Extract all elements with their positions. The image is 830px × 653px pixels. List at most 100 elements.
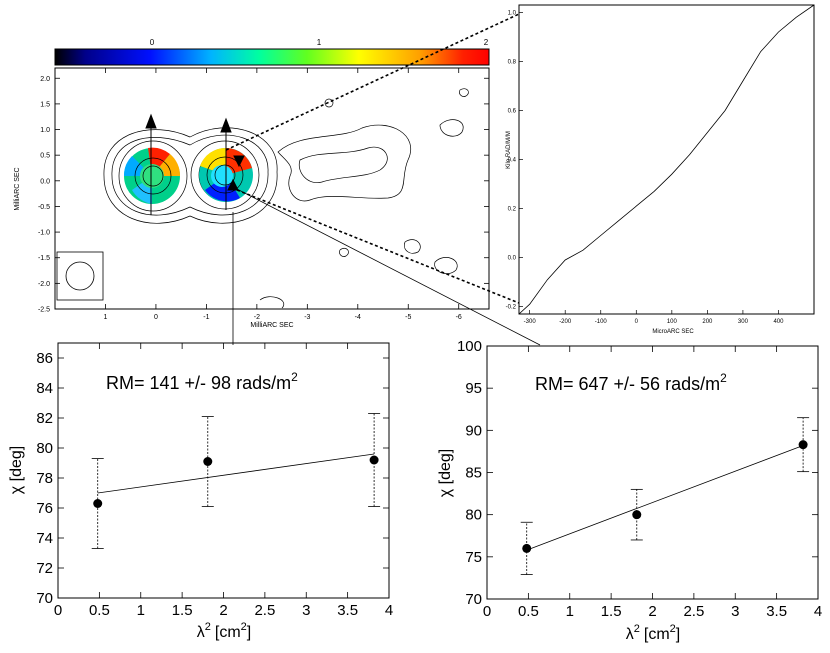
- rm-fit-right-xtick-label: 0: [483, 603, 491, 620]
- rm-fit-left-marks: [91, 413, 381, 549]
- rm-slice-frame: [518, 4, 815, 315]
- rm-fit-right-title-sup: 2: [720, 371, 727, 385]
- rm-fit-right-point: [522, 543, 532, 553]
- zoom-guides: [225, 13, 541, 346]
- rm-fit-right-ytick-label: 85: [465, 465, 482, 482]
- rm-fit-right-ytick-label: 95: [465, 380, 482, 397]
- rm-slice-curve: [518, 4, 815, 315]
- rm-fit-right-xtick-label: 2.5: [683, 603, 704, 620]
- rm-map-image: [56, 88, 469, 309]
- colorbar: 0 1 2: [54, 38, 490, 66]
- rm-fit-left-ytick-label: 74: [36, 530, 53, 547]
- rm-fit-right-ytick-label: 90: [465, 422, 482, 439]
- colorbar-tick-label: 1: [317, 38, 322, 47]
- rm-map-xtick-label: -3: [304, 314, 310, 321]
- rm-fit-left-point: [369, 455, 379, 465]
- rm-fit-right-xtick-label: 0.5: [518, 603, 539, 620]
- rm-fit-left-ytick-label: 82: [36, 410, 53, 427]
- rm-fit-left-xlabel-close: ]: [247, 624, 251, 641]
- colorbar-tick-label: 0: [150, 38, 155, 47]
- rm-map-ylabel: MilliARC SEC: [14, 167, 21, 210]
- rm-fit-left-title-text: RM= 141 +/- 98 rads/m: [106, 373, 291, 393]
- rm-fit-right-title: RM= 647 +/- 56 rads/m2: [535, 371, 727, 394]
- rm-fit-left-title-sup: 2: [291, 370, 298, 384]
- rm-fit-left-fit-line: [97, 453, 375, 494]
- rm-slice-xtick-label: -200: [559, 319, 572, 325]
- rm-fit-right-marks: [520, 417, 810, 575]
- rm-map-ytick-label: -2.0: [38, 281, 50, 288]
- rm-map-ytick-label: 2.0: [40, 76, 50, 83]
- rm-component-left: [123, 147, 181, 204]
- rm-fit-left-xlabel: λ2 [cm2]: [197, 621, 251, 641]
- rm-map-xtick-label: -4: [355, 314, 361, 321]
- colorbar-gradient: [54, 48, 490, 66]
- rm-fit-left-xlabel-symbol: λ: [197, 624, 205, 641]
- rm-fit-left-xlabel-unit-sup: 2: [241, 621, 247, 633]
- rm-fit-left-ytick-label: 72: [36, 560, 53, 577]
- rm-slice-ytick-label: -0.2: [506, 305, 517, 311]
- rm-map-xtick-label: 0: [154, 314, 158, 321]
- rm-fit-left-xtick-label: 3: [302, 602, 310, 619]
- rm-fit-right-axes: 0 0.5 1 1.5 2 2.5 3 3.5 4 70 75 80 85 90 95 100: [457, 338, 822, 620]
- rm-slice-ytick-label: 0.2: [508, 207, 517, 213]
- rm-fit-right-xtick-label: 2: [648, 603, 656, 620]
- rm-fit-right-xlabel-unit: [cm: [644, 626, 670, 643]
- rm-fit-right-xtick-label: 3.5: [766, 603, 787, 620]
- rm-slice-xtick-label: 0: [635, 319, 639, 325]
- rm-map-xtick-label: 1: [104, 314, 108, 321]
- rm-slice-ytick-label: 0.8: [508, 59, 517, 65]
- rm-fit-left-xtick-label: 2: [219, 602, 227, 619]
- rm-fit-left-panel: 0 0.5 1 1.5 2 2.5 3 3.5 4 70 72 74 76 78 80 82 84 86 RM= …: [8, 342, 393, 641]
- rm-slice-xtick-label: -300: [524, 319, 537, 325]
- rm-fit-right-panel: 0 0.5 1 1.5 2 2.5 3 3.5 4 70 75 80 85 90 95 100 RM= 647…: [437, 338, 822, 643]
- rm-fit-left-ytick-label: 80: [36, 440, 53, 457]
- rm-fit-left-xtick-label: 1: [137, 602, 145, 619]
- rm-map-ytick-label: -0.5: [38, 204, 50, 211]
- rm-map-panel: 1 0 -1 -2 -3 -4 -5 -6 2.0 1.5 1.0 0.5 0.0 -0.5 -1.0 -1.…: [14, 67, 490, 329]
- rm-fit-right-xlabel: λ2 [cm2]: [626, 623, 680, 643]
- rm-fit-left-xlabel-sup: 2: [205, 621, 211, 633]
- rm-fit-left-xlabel-unit: [cm: [215, 624, 241, 641]
- rm-fit-left-ytick-label: 70: [36, 590, 53, 607]
- rm-fit-right-point: [798, 440, 808, 450]
- beam-box: [56, 251, 104, 301]
- rm-slice-ytick-label: 0.6: [508, 108, 517, 114]
- rm-fit-right-ylabel: χ [deg]: [437, 449, 454, 497]
- rm-fit-left-ytick-label: 86: [36, 350, 53, 367]
- rm-fit-right-fit-line: [526, 445, 804, 551]
- rm-slice-ylabel: Kilo RAD/M/M: [506, 131, 512, 169]
- rm-slice-xlabel: MicroARC SEC: [652, 329, 694, 335]
- rm-fit-left-point: [203, 457, 213, 466]
- rm-map-ytick-label: -2.5: [38, 307, 50, 314]
- rm-fit-right-xlabel-unit-sup: 2: [670, 623, 676, 635]
- rm-map-xtick-label: -6: [456, 314, 462, 321]
- rm-fit-left-xtick-label: 1.5: [172, 602, 193, 619]
- rm-slice-xtick-label: 200: [702, 319, 713, 325]
- rm-fit-left-xtick-label: 3.5: [337, 602, 358, 619]
- rm-fit-left-axes: 0 0.5 1 1.5 2 2.5 3 3.5 4 70 72 74 76 78 80 82 84 86: [36, 343, 393, 619]
- rm-fit-right-xlabel-sup: 2: [634, 623, 640, 635]
- rm-fit-right-xlabel-close: ]: [676, 626, 680, 643]
- rm-fit-right-ytick-label: 100: [457, 338, 482, 355]
- rm-slice-xtick-label: 100: [667, 319, 678, 325]
- rm-fit-right-xtick-label: 1.5: [601, 603, 622, 620]
- rm-map-ytick-label: 0.5: [40, 153, 50, 160]
- rm-fit-left-ylabel: χ [deg]: [8, 446, 25, 494]
- rm-fit-right-xtick-label: 4: [814, 603, 822, 620]
- rm-map-frame: [54, 67, 490, 310]
- rm-fit-left-point: [93, 499, 103, 508]
- rm-fit-left-xtick-label: 0.5: [89, 602, 110, 619]
- rm-map-ytick-label: -1.5: [38, 255, 50, 262]
- rm-map-xtick-label: -1: [203, 314, 209, 321]
- rm-slice-ytick-label: 0.0: [508, 256, 517, 262]
- rm-slice-axes: -300 -200 -100 0 100 200 300 400 -0.2 0.0 0.2 0.4 0.…: [506, 10, 784, 325]
- rm-fit-left-ytick-label: 76: [36, 500, 53, 517]
- rm-fit-left-title: RM= 141 +/- 98 rads/m2: [106, 370, 298, 393]
- rm-fit-left-xtick-label: 0: [54, 602, 62, 619]
- rm-slice-xtick-label: 400: [773, 319, 784, 325]
- rm-fit-right-ytick-label: 75: [465, 549, 482, 566]
- rm-slice-xtick-label: -100: [595, 319, 608, 325]
- rm-fit-right-xtick-label: 1: [566, 603, 574, 620]
- rm-fit-right-point: [632, 510, 642, 520]
